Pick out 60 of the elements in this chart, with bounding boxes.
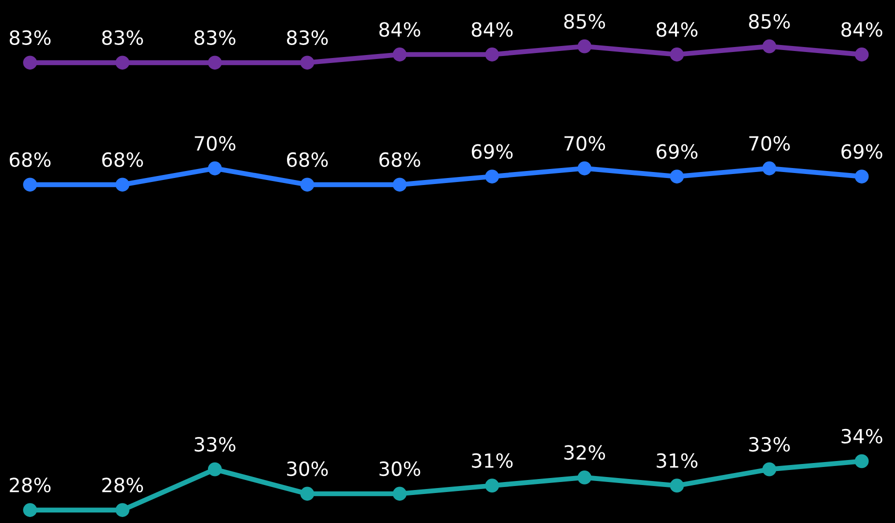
data-label: 68% [287,152,328,167]
data-label: 69% [472,144,513,159]
data-label: 85% [564,14,606,29]
point [300,178,314,192]
data-label: 28% [102,478,143,492]
point [670,478,684,493]
data-label: 84% [656,22,698,37]
point [208,161,222,176]
data-label: 33% [749,436,790,452]
point [300,486,314,501]
point [762,462,776,476]
data-label: 84% [472,22,513,37]
data-label: 33% [194,436,236,452]
data-label: 30% [287,461,328,476]
data-label: 70% [749,136,790,151]
point [578,161,592,176]
data-label: 68% [10,152,51,167]
point [208,56,222,70]
point [578,39,592,54]
data-label: 31% [472,453,513,468]
data-label: 70% [564,136,606,151]
point [854,454,869,468]
data-label: 70% [194,136,236,151]
point [485,48,500,62]
point [208,462,222,476]
point [762,161,776,176]
data-label: 83% [102,30,143,45]
data-label: 31% [656,453,698,468]
data-label: 30% [380,461,420,476]
point [116,178,130,192]
point [578,470,592,484]
data-label: 84% [379,22,420,37]
data-label: 69% [656,144,698,159]
point [392,486,407,501]
point [670,170,684,184]
data-label: 28% [10,478,51,492]
data-label: 34% [842,428,882,444]
point [854,48,869,62]
point [670,48,684,62]
data-label: 68% [102,152,143,167]
point [116,503,130,517]
data-label: 83% [194,30,236,45]
point [485,478,500,493]
point [854,170,869,184]
point [23,178,37,192]
point [23,56,37,70]
data-label: 83% [286,30,328,45]
point [762,39,776,54]
point [300,56,314,70]
data-label: 32% [564,445,606,460]
point [485,170,500,184]
data-label: 84% [841,22,882,37]
point [392,178,407,192]
data-label: 69% [841,144,882,159]
data-label: 85% [749,14,790,29]
point [23,503,37,517]
point [116,56,130,70]
data-label: 83% [10,30,51,45]
data-label: 68% [379,152,420,167]
point [392,48,407,62]
